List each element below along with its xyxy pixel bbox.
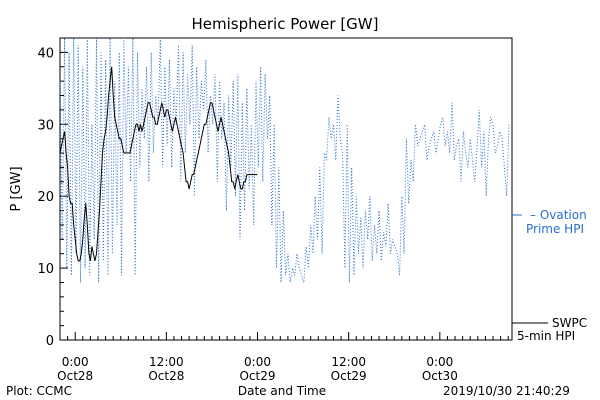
legend-ovation-line2: Prime HPI [526, 222, 584, 236]
y-tick-label: 30 [37, 118, 54, 133]
plot-credit: Plot: CCMC [6, 384, 72, 398]
y-tick-label: 0 [46, 334, 54, 349]
legend-swpc-line2: 5-min HPI [517, 329, 575, 343]
x-axis-label: Date and Time [238, 384, 326, 398]
x-tick-label-date: Oct28 [57, 369, 93, 383]
plot-timestamp: 2019/10/30 21:40:29 [443, 384, 570, 398]
y-axis: 0 10 20 30 40 [37, 37, 68, 349]
series-line-swpc-5-min-hpi [59, 66, 258, 262]
x-tick-label-date: Oct30 [422, 369, 458, 383]
y-axis-label: P [GW] [9, 166, 24, 211]
x-axis: 0:00Oct2812:00Oct280:00Oct2912:00Oct290:… [57, 332, 509, 383]
chart-title: Hemispheric Power [GW] [192, 15, 379, 33]
x-tick-label-date: Oct29 [331, 369, 367, 383]
y-tick-label: 10 [37, 262, 54, 277]
plot-frame [59, 37, 513, 341]
y-tick-label: 20 [37, 190, 54, 205]
legend-ovation-line1: – Ovation [530, 208, 587, 222]
x-tick-label-time: 0:00 [244, 355, 271, 369]
series-line-ovation-prime-hpi [59, 37, 510, 283]
y-tick-label: 40 [37, 46, 54, 61]
x-tick-label-time: 0:00 [62, 355, 89, 369]
x-tick-label-time: 0:00 [426, 355, 453, 369]
series-layer [59, 37, 510, 283]
x-tick-label-date: Oct28 [148, 369, 184, 383]
x-tick-label-time: 12:00 [331, 355, 366, 369]
x-tick-label-date: Oct29 [239, 369, 275, 383]
legend: – Ovation Prime HPI SWPC 5-min HPI [512, 208, 587, 343]
legend-swpc-line1: SWPC [552, 316, 587, 330]
x-tick-label-time: 12:00 [149, 355, 184, 369]
